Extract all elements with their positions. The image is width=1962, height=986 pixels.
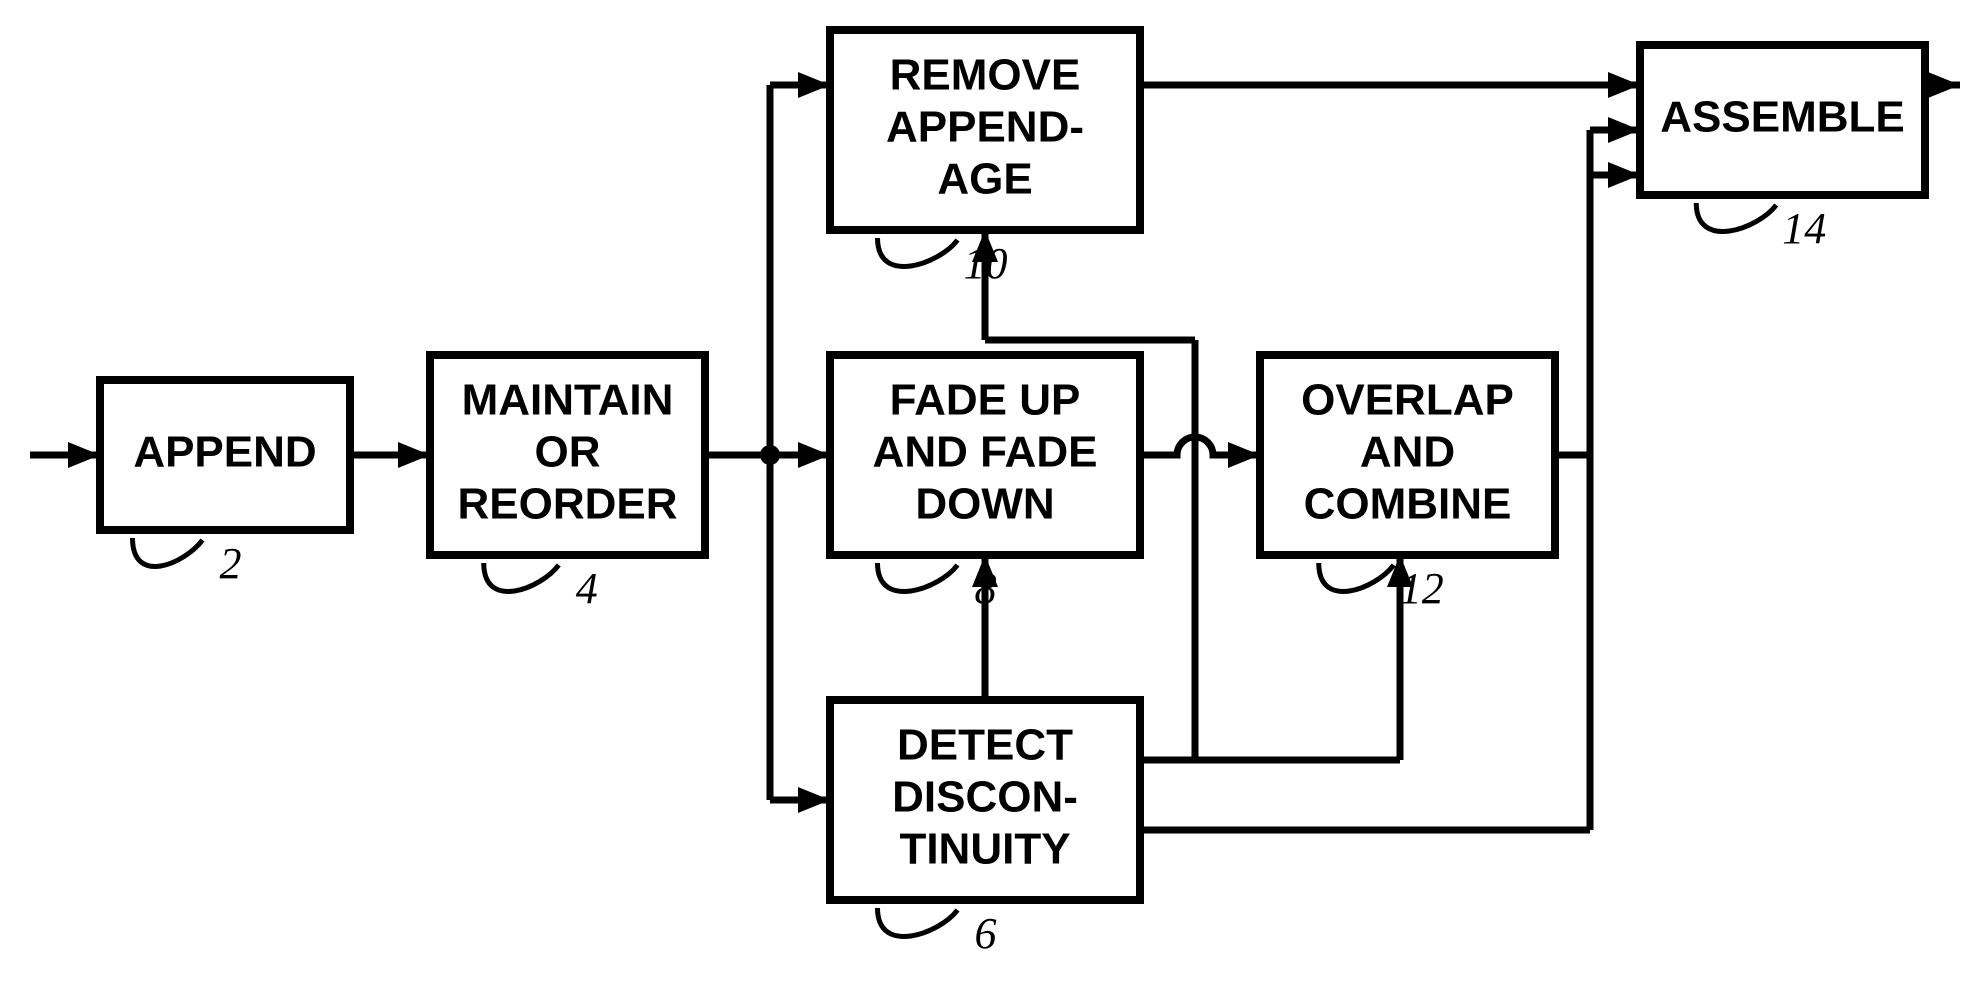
node-label-detect-1: DISCON- — [892, 773, 1078, 822]
node-label-detect-0: DETECT — [897, 721, 1073, 770]
node-label-assemble-0: ASSEMBLE — [1660, 93, 1904, 142]
node-label-overlap-0: OVERLAP — [1301, 376, 1514, 425]
node-ref-assemble: 14 — [1782, 204, 1826, 253]
node-label-fade-1: AND FADE — [873, 428, 1098, 477]
node-ref-overlap: 12 — [1400, 564, 1444, 613]
node-ref-fade: 8 — [975, 564, 997, 613]
node-ref-remove: 10 — [964, 239, 1008, 288]
node-label-remove-1: APPEND- — [886, 103, 1084, 152]
node-label-overlap-1: AND — [1360, 428, 1455, 477]
node-label-remove-2: AGE — [937, 155, 1032, 204]
flowchart-svg: APPEND 2 MAINTAINORREORDER 4 REMOVEAPPEND-AG… — [0, 0, 1962, 986]
node-ref-detect: 6 — [975, 909, 997, 958]
node-label-fade-2: DOWN — [915, 480, 1054, 529]
node-ref-append: 2 — [220, 539, 242, 588]
node-label-remove-0: REMOVE — [890, 51, 1081, 100]
node-label-overlap-2: COMBINE — [1304, 480, 1512, 529]
node-ref-maintain: 4 — [576, 564, 598, 613]
node-label-maintain-2: REORDER — [457, 480, 677, 529]
node-label-append-0: APPEND — [133, 428, 316, 477]
node-label-maintain-1: OR — [535, 428, 601, 477]
node-label-maintain-0: MAINTAIN — [462, 376, 674, 425]
node-label-detect-2: TINUITY — [899, 825, 1070, 874]
node-label-fade-0: FADE UP — [890, 376, 1081, 425]
